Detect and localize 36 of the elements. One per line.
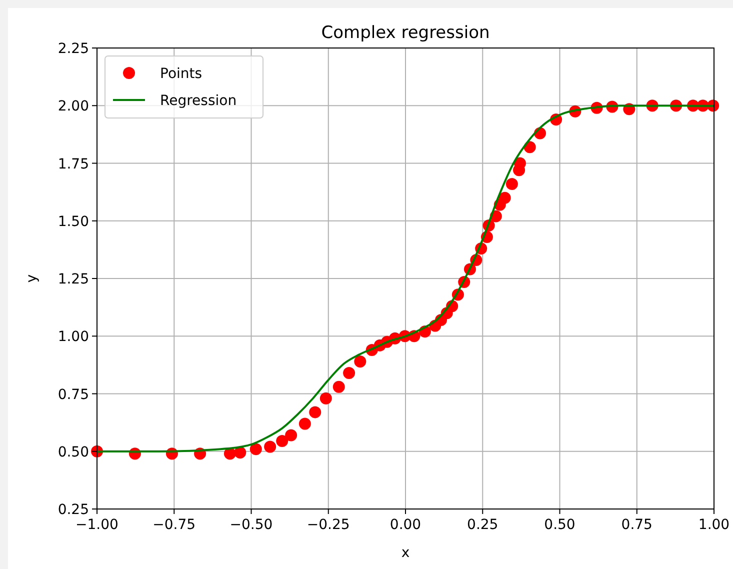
legend-label: Points — [160, 66, 202, 82]
y-tick-label: 1.25 — [58, 272, 89, 288]
y-tick-label: 0.75 — [58, 386, 89, 403]
y-tick-label: 1.50 — [58, 214, 89, 230]
x-tick-label: −0.75 — [152, 517, 196, 533]
point — [285, 429, 298, 442]
point — [250, 443, 262, 456]
y-tick-label: 0.50 — [58, 444, 89, 460]
x-tick-label: 1.00 — [698, 517, 730, 533]
point — [234, 446, 246, 459]
y-tick-label: 2.25 — [58, 41, 89, 57]
y-tick-label: 1.75 — [58, 156, 89, 172]
point — [506, 178, 518, 190]
point — [298, 418, 311, 430]
y-axis-title: y — [24, 274, 40, 283]
y-tick-label: 1.00 — [58, 329, 89, 346]
y-tick-label: 0.25 — [58, 502, 89, 518]
chart-title: Complex regression — [321, 23, 490, 43]
x-tick-label: −0.25 — [306, 517, 350, 533]
x-tick-label: 0.75 — [621, 517, 652, 533]
point — [276, 435, 288, 448]
x-tick-label: −1.00 — [76, 517, 118, 533]
point — [498, 192, 511, 204]
x-axis-title: x — [401, 545, 410, 561]
y-tick-label: 2.00 — [58, 98, 89, 115]
x-tick-label: −0.50 — [230, 517, 273, 533]
point — [320, 392, 332, 404]
point — [354, 355, 366, 368]
point — [332, 380, 345, 393]
legend-label: Regression — [160, 93, 237, 109]
point — [343, 367, 356, 380]
point — [309, 406, 322, 418]
x-tick-label: 0.25 — [467, 517, 498, 533]
point — [264, 440, 276, 453]
x-tick-label: 0.00 — [390, 517, 422, 533]
x-tick-label: 0.50 — [544, 517, 576, 533]
